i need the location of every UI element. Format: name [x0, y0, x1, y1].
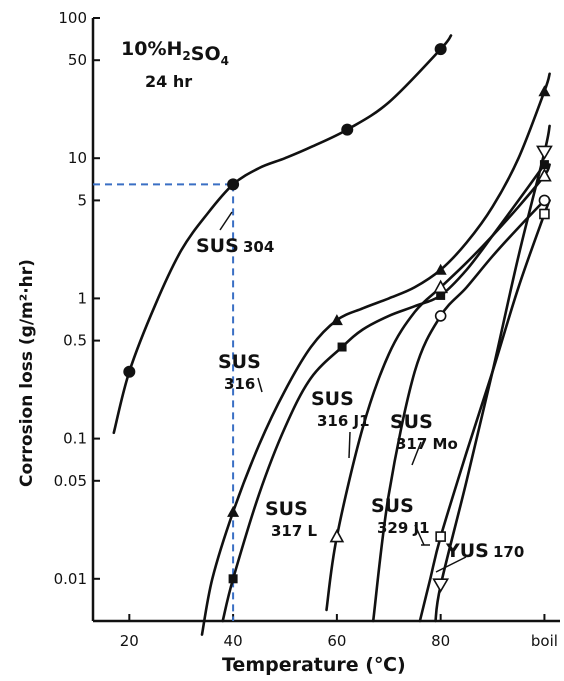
y-tick-label: 1 [77, 289, 87, 307]
x-axis-label: Temperature (℃) [222, 654, 406, 676]
data-point-sus-317l [337, 342, 347, 352]
svg-text:SUS: SUS [218, 351, 261, 373]
series-label-sus-304: SUS 304 [196, 235, 274, 257]
annotation-duration: 24 hr [145, 72, 192, 91]
data-point-sus-304 [434, 43, 447, 56]
annotations: 10%H2SO4 24 hr [121, 38, 229, 91]
data-point-sus-317-mo [538, 194, 551, 207]
reference-lines [93, 183, 235, 621]
data-point-sus-317l [228, 574, 238, 584]
y-tick-label: 10 [68, 149, 87, 167]
x-tick-label: 80 [431, 632, 450, 650]
data-point-sus-316 [434, 263, 447, 275]
y-tick-label: 0.01 [54, 570, 87, 588]
series-label-sus-317-mo: SUS 317 Mo [390, 411, 458, 453]
svg-text:317 Mo: 317 Mo [396, 435, 458, 453]
annotation-acid: 10%H2SO4 [121, 38, 229, 68]
svg-text:317 L: 317 L [271, 522, 318, 540]
data-point-sus-329-j1 [435, 531, 446, 542]
svg-text:SUS: SUS [196, 235, 239, 257]
series-markers [123, 43, 553, 593]
svg-text:SUS: SUS [311, 388, 354, 410]
x-tick-label: boil [531, 632, 558, 650]
data-point-sus-304 [123, 365, 136, 378]
svg-text:304: 304 [243, 238, 274, 256]
y-tick-label: 0.05 [54, 472, 87, 490]
label-leader-line [348, 431, 351, 459]
data-point-sus-316-j1 [329, 528, 345, 543]
svg-text:SUS: SUS [265, 498, 308, 520]
svg-text:316 J1: 316 J1 [317, 412, 370, 430]
series-label-sus-317l: SUS 317 L [265, 498, 318, 540]
series-label-sus-316-j1: SUS 316 J1 [311, 388, 370, 430]
data-point-sus-316 [538, 85, 551, 97]
label-leader-line [435, 556, 467, 573]
axes [91, 17, 560, 623]
y-tick-label: 100 [58, 9, 87, 27]
svg-text:YUS: YUS [445, 540, 489, 562]
svg-text:SUS: SUS [371, 495, 414, 517]
y-tick-label: 5 [77, 191, 87, 209]
data-point-sus-316-j1 [433, 279, 449, 294]
data-point-yus-170 [432, 578, 450, 593]
series-line-sus-304 [112, 34, 453, 435]
y-tick-label: 0.5 [63, 332, 87, 350]
y-tick-label: 0.1 [63, 430, 87, 448]
series-label-sus-329-j1: SUS 329 J1 [371, 495, 430, 537]
x-tick-label: 60 [327, 632, 346, 650]
data-point-sus-329-j1 [539, 208, 550, 220]
data-point-sus-316 [227, 505, 240, 517]
x-tick-label: 40 [224, 632, 243, 650]
series-line-sus-316 [200, 72, 551, 636]
x-tick-label: 20 [120, 632, 139, 650]
data-point-yus-170 [536, 145, 553, 160]
label-leader-line [414, 524, 425, 546]
data-point-sus-304 [227, 178, 240, 191]
data-point-sus-316 [330, 314, 343, 326]
series-line-sus-329-j1 [418, 199, 551, 623]
data-point-sus-317l [436, 290, 446, 300]
data-point-sus-317-mo [434, 310, 447, 322]
series-label-yus-170: YUS 170 [445, 540, 524, 562]
svg-text:170: 170 [493, 543, 524, 561]
series-line-yus-170 [434, 124, 551, 623]
svg-text:316: 316 [224, 375, 255, 393]
label-leader-line [257, 377, 263, 393]
series-label-sus-316: SUS 316 [218, 351, 261, 393]
data-point-sus-304 [341, 123, 354, 136]
y-tick-label: 50 [68, 51, 87, 69]
svg-text:SUS: SUS [390, 411, 433, 433]
svg-text:329 J1: 329 J1 [377, 519, 430, 537]
y-axis-label: Corrosion loss (g/m²·hr) [17, 259, 37, 487]
label-leader-line [219, 211, 233, 231]
tick-labels: 0.01 0.05 0.1 0.5 1 5 10 50 100 20 40 60 80 boil [54, 9, 558, 650]
label-leader-line [411, 441, 422, 466]
data-point-sus-317l [539, 160, 549, 170]
data-point-sus-316-j1 [537, 168, 552, 182]
